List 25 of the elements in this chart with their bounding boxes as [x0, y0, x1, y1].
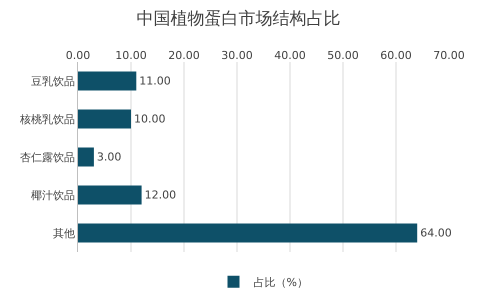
- x-tick-label: 10.00: [115, 48, 147, 62]
- x-tick-label: 40.00: [274, 48, 306, 62]
- data-label: 10.00: [134, 112, 166, 126]
- bar: [78, 72, 136, 90]
- x-tick-label: 20.00: [168, 48, 200, 62]
- data-label: 11.00: [139, 74, 171, 88]
- legend-label: 占比（%）: [254, 276, 308, 289]
- data-label: 12.00: [144, 188, 176, 202]
- chart-title: 中国植物蛋白市场结构占比: [136, 9, 340, 30]
- data-label: 3.00: [96, 150, 122, 164]
- data-label: 64.00: [420, 226, 452, 240]
- bar: [78, 148, 94, 166]
- x-tick-label: 70.00: [433, 48, 465, 62]
- bar: [78, 110, 131, 128]
- y-tick-label: 杏仁露饮品: [20, 150, 75, 164]
- y-tick-label: 豆乳饮品: [30, 74, 75, 88]
- y-tick-label: 椰汁饮品: [30, 188, 75, 202]
- y-tick-label: 核桃乳饮品: [18, 112, 75, 126]
- x-tick-label: 30.00: [221, 48, 253, 62]
- bar: [78, 186, 142, 204]
- y-tick-label: 其他: [52, 226, 75, 240]
- x-tick-label: 0.00: [66, 48, 90, 62]
- bar: [78, 224, 418, 242]
- x-tick-label: 50.00: [327, 48, 359, 62]
- x-tick-label: 60.00: [380, 48, 412, 62]
